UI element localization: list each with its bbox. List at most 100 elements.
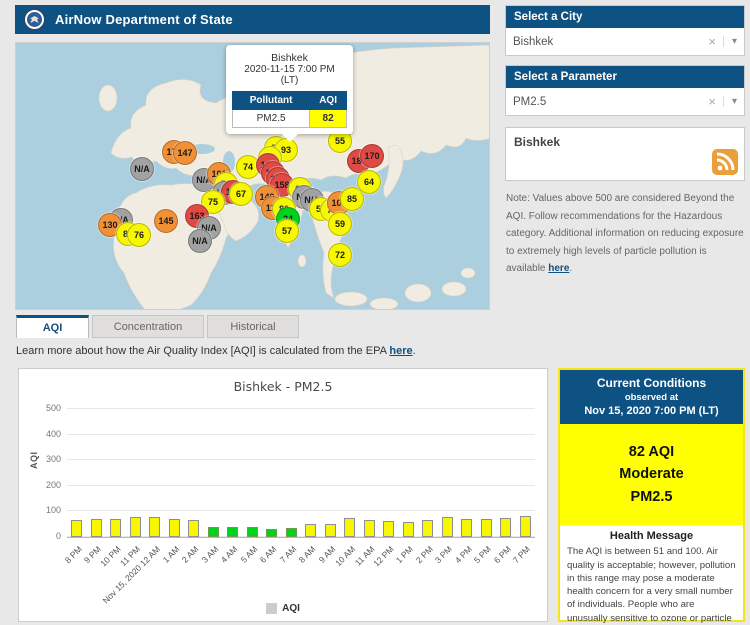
x-axis-tick-text: 10 AM (333, 544, 357, 568)
tab-historical[interactable]: Historical (207, 315, 299, 338)
view-tabs: AQI Concentration Historical (16, 315, 302, 338)
bar-slot (321, 409, 341, 537)
aqi-bar[interactable] (500, 518, 511, 537)
aqi-bar[interactable] (149, 517, 160, 537)
bar-slot (106, 409, 126, 537)
note-here-link[interactable]: here (548, 263, 569, 274)
aqi-bar[interactable] (305, 524, 316, 537)
parameter-select[interactable]: PM2.5 × ▾ (506, 88, 744, 115)
y-axis-tick: 300 (46, 454, 61, 464)
rss-feed-icon[interactable] (712, 149, 738, 175)
aqi-map-marker[interactable]: 64 (357, 170, 381, 194)
aqi-bar[interactable] (130, 517, 141, 537)
aqi-bar[interactable] (325, 524, 336, 537)
aqi-bar[interactable] (383, 521, 394, 537)
chart-plot-area: 0100200300400500 (67, 409, 535, 537)
aqi-bar[interactable] (442, 517, 453, 537)
legend-label: AQI (282, 603, 300, 614)
bar-slot (418, 409, 438, 537)
bar-slot (340, 409, 360, 537)
aqi-bar[interactable] (169, 519, 180, 537)
aqi-note: Note: Values above 500 are considered Be… (506, 190, 745, 278)
aqi-bar[interactable] (227, 527, 238, 537)
tooltip-col-aqi: AQI (310, 92, 347, 110)
bar-slot (223, 409, 243, 537)
tooltip-datetime: 2020-11-15 7:00 PM (232, 64, 347, 75)
x-axis-tick-text: 10 PM (98, 544, 122, 568)
chart-x-axis-line (67, 537, 535, 538)
aqi-bar[interactable] (208, 527, 219, 537)
chart-y-axis-label: AQI (29, 451, 39, 469)
aqi-bar[interactable] (91, 519, 102, 537)
bar-slot (282, 409, 302, 537)
tab-concentration[interactable]: Concentration (92, 315, 204, 338)
aqi-bar[interactable] (188, 520, 199, 537)
aqi-map-marker[interactable]: 147 (173, 141, 197, 165)
epa-text-end: . (413, 345, 416, 357)
x-axis-tick-text: 7 PM (511, 544, 532, 565)
airnow-page: AirNow Department of State (0, 0, 750, 625)
aqi-bar[interactable] (247, 527, 258, 537)
bar-slot (457, 409, 477, 537)
aqi-map-marker[interactable]: 72 (328, 243, 352, 267)
aqi-bar-chart: Bishkek - PM2.5 AQI 0100200300400500 8 P… (18, 368, 548, 622)
aqi-bar[interactable] (344, 518, 355, 537)
aqi-bar[interactable] (422, 520, 433, 537)
conditions-date: Nov 15, 2020 7:00 PM (LT) (564, 405, 739, 417)
aqi-bar[interactable] (481, 519, 492, 537)
tooltip-timezone: (LT) (232, 75, 347, 86)
aqi-map-marker[interactable]: 67 (229, 182, 253, 206)
aqi-map-marker[interactable]: 170 (360, 144, 384, 168)
aqi-bar[interactable] (286, 528, 297, 537)
epa-here-link[interactable]: here (389, 345, 412, 357)
bar-slot (477, 409, 497, 537)
bar-slot (243, 409, 263, 537)
x-axis-tick-text: 7 AM (278, 544, 299, 565)
world-aqi-map[interactable]: 176147N/AN/A10176N/A1176775163N/AN/AN/A1… (15, 42, 490, 310)
conditions-observed-label: observed at (564, 392, 739, 403)
bar-slot (516, 409, 536, 537)
x-axis-tick-text: 2 AM (180, 544, 201, 565)
aqi-map-marker-na[interactable]: N/A (130, 157, 154, 181)
aqi-bar[interactable] (71, 520, 82, 537)
city-caret-down-icon[interactable]: ▾ (723, 36, 737, 47)
aqi-map-marker[interactable]: 76 (127, 223, 151, 247)
tooltip-table: Pollutant AQI PM2.5 82 (232, 91, 347, 128)
y-axis-tick: 400 (46, 429, 61, 439)
city-clear-icon[interactable]: × (701, 34, 723, 49)
x-axis-tick-text: 4 PM (453, 544, 474, 565)
x-axis-tick-text: 3 PM (433, 544, 454, 565)
aqi-map-marker[interactable]: 57 (275, 219, 299, 243)
aqi-bar[interactable] (266, 529, 277, 537)
tab-aqi[interactable]: AQI (16, 315, 89, 338)
bar-slot (379, 409, 399, 537)
aqi-map-marker[interactable]: 59 (328, 212, 352, 236)
city-feed-box: Bishkek (505, 127, 745, 181)
aqi-bar[interactable] (520, 516, 531, 537)
parameter-clear-icon[interactable]: × (701, 94, 723, 109)
parameter-caret-down-icon[interactable]: ▾ (723, 96, 737, 107)
tooltip-city: Bishkek (232, 52, 347, 64)
chart-title: Bishkek - PM2.5 (19, 379, 547, 394)
x-axis-tick-text: 8 PM (63, 544, 84, 565)
aqi-bar[interactable] (110, 519, 121, 537)
aqi-bar[interactable] (403, 522, 414, 537)
city-panel-header: Select a City (506, 6, 744, 28)
app-header: AirNow Department of State (15, 5, 490, 34)
conditions-aqi-box: 82 AQI Moderate PM2.5 (560, 424, 743, 525)
x-axis-tick-text: 5 PM (472, 544, 493, 565)
chart-legend: AQI (19, 603, 547, 614)
city-select[interactable]: Bishkek × ▾ (506, 28, 744, 55)
bar-slot (262, 409, 282, 537)
x-axis-tick-text: 11 AM (353, 544, 377, 568)
city-select-value: Bishkek (513, 36, 701, 48)
note-text-end: . (569, 263, 572, 274)
aqi-map-marker-na[interactable]: N/A (188, 229, 212, 253)
aqi-bar[interactable] (364, 520, 375, 537)
epa-text: Learn more about how the Air Quality Ind… (16, 345, 389, 357)
bar-slot (301, 409, 321, 537)
aqi-bar[interactable] (461, 519, 472, 537)
bar-slot (360, 409, 380, 537)
aqi-map-marker[interactable]: 145 (154, 209, 178, 233)
tooltip-pollutant-value: PM2.5 (233, 110, 310, 128)
